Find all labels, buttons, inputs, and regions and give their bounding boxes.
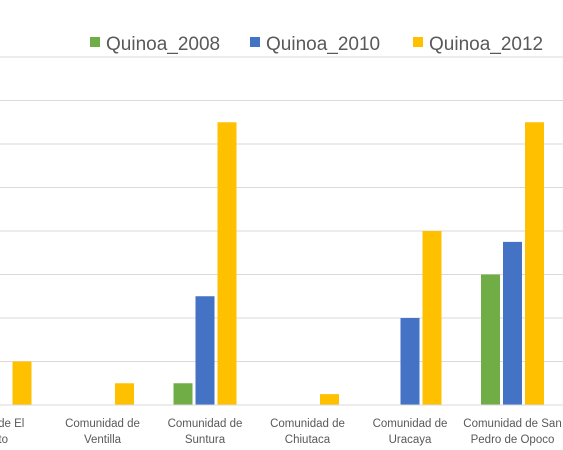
x-tick-label: Pedro de Opoco — [471, 434, 555, 446]
legend-swatch — [90, 37, 100, 47]
x-tick-label: Comunidad de — [65, 418, 140, 430]
bar-quinoa-2012-5 — [525, 122, 544, 405]
x-tick-label: Ventilla — [84, 434, 122, 446]
x-tick-label: Chiutaca — [285, 434, 331, 446]
bar-quinoa-2012-3 — [320, 394, 339, 405]
legend: Quinoa_2008 Quinoa_2010 Quinoa_2012 — [90, 34, 543, 55]
bar-quinoa-2012-0 — [12, 361, 32, 405]
legend-swatch — [413, 37, 423, 47]
x-tick-label: Uracaya — [389, 434, 432, 446]
x-tick-label: Comunidad de — [270, 418, 345, 430]
x-tick-label: Comunidad de — [373, 418, 448, 430]
bars — [12, 122, 544, 405]
bar-quinoa-2010-4 — [400, 318, 420, 405]
x-tick-label: Comunidad de — [168, 418, 243, 430]
bar-quinoa-2012-2 — [217, 122, 237, 405]
legend-swatch — [250, 37, 260, 47]
x-tick-label: Comunidad de San — [463, 418, 561, 430]
x-tick-label: dad de El — [0, 418, 24, 430]
legend-label: Quinoa_2010 — [266, 34, 380, 55]
x-tick-label: nto — [0, 434, 8, 446]
x-tick-labels: dad de El nto Comunidad de Ventilla Comunida… — [0, 418, 562, 446]
bar-quinoa-2008-5 — [481, 274, 500, 405]
grid-lines — [0, 56, 563, 362]
bar-quinoa-2010-2 — [195, 296, 215, 405]
legend-label: Quinoa_2012 — [429, 34, 543, 55]
bar-quinoa-2012-4 — [422, 231, 442, 405]
x-tick-label: Suntura — [185, 434, 226, 446]
bar-quinoa-2010-5 — [503, 241, 522, 405]
legend-label: Quinoa_2008 — [106, 34, 220, 55]
bar-quinoa-2012-1 — [115, 383, 134, 405]
bar-quinoa-2008-2 — [173, 383, 193, 405]
